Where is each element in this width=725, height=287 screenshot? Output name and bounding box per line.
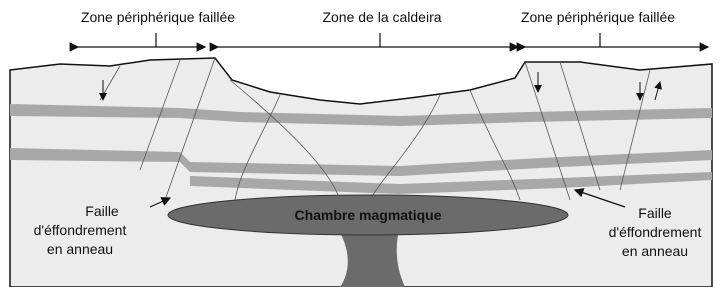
zone-label: Zone périphérique faillée [81, 9, 235, 25]
diagram: Chambre magmatique Zone périphérique fai… [0, 0, 725, 287]
chamber-label: Chambre magmatique [294, 207, 441, 223]
fault-line: d'éffondrement [34, 222, 127, 238]
fault-line: Faille [638, 205, 672, 221]
fault-line: en anneau [47, 241, 113, 257]
zone-label: Zone périphérique faillée [521, 9, 675, 25]
fault-line: Faille [85, 203, 119, 219]
zone-label: Zone de la caldeira [322, 9, 441, 25]
fault-line: en anneau [622, 243, 688, 259]
fault-line: d'éffondrement [609, 224, 702, 240]
